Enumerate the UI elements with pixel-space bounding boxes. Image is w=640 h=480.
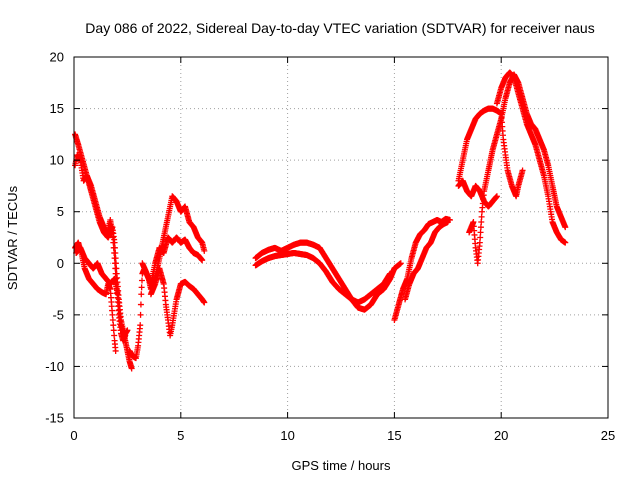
series-track-7: [147, 265, 208, 339]
y-axis-label: SDTVAR / TECUs: [5, 185, 20, 290]
chart-title: Day 086 of 2022, Sidereal Day-to-day VTE…: [85, 20, 594, 36]
data-point-marker: [562, 224, 569, 231]
x-tick-label: 0: [70, 428, 77, 443]
data-point-marker: [112, 347, 119, 354]
x-tick-label: 20: [494, 428, 508, 443]
x-tick-label: 15: [387, 428, 401, 443]
series-track-11: [402, 219, 451, 303]
data-point-marker: [201, 299, 208, 306]
data-point-marker: [112, 265, 119, 272]
data-point-marker: [109, 234, 116, 241]
data-point-marker: [444, 219, 451, 226]
data-point-marker: [199, 257, 206, 264]
data-point-marker: [109, 317, 116, 324]
data-point-marker: [128, 365, 135, 372]
plot-frame: [73, 56, 609, 419]
series-track-13: [455, 177, 500, 210]
data-point-marker: [138, 291, 145, 298]
y-tick-label: -15: [45, 411, 64, 426]
data-point-marker: [493, 193, 500, 200]
axis-ticks: 0 5 10 15 20 25 -15 -10 -5 0 5 10 15 20: [45, 50, 615, 444]
series-track-5: [126, 193, 208, 362]
series-track-9: [252, 249, 394, 306]
data-point-marker: [109, 229, 116, 236]
data-point-marker: [519, 167, 526, 174]
data-point-marker: [110, 244, 117, 251]
data-point-marker: [387, 270, 394, 277]
data-point-marker: [111, 260, 118, 267]
data-point-marker: [137, 301, 144, 308]
data-point-marker: [477, 229, 484, 236]
series-track-14: [466, 71, 569, 267]
data-point-marker: [109, 311, 116, 318]
data-point-marker: [137, 322, 144, 329]
data-point-marker: [111, 249, 118, 256]
data-point-marker: [478, 219, 485, 226]
data-point-marker: [137, 311, 144, 318]
x-tick-label: 25: [601, 428, 615, 443]
y-tick-label: 5: [57, 204, 64, 219]
data-point-marker: [110, 239, 117, 246]
data-point-marker: [111, 332, 118, 339]
data-point-marker: [110, 327, 117, 334]
series-track-3: [72, 239, 119, 354]
data-point-marker: [111, 255, 118, 262]
data-point-marker: [201, 247, 208, 254]
y-tick-label: 20: [50, 50, 64, 65]
data-point-marker: [112, 270, 119, 277]
data-point-marker: [138, 284, 145, 291]
data-point-marker: [476, 239, 483, 246]
y-tick-label: -10: [45, 359, 64, 374]
data-point-marker: [138, 277, 145, 284]
data-point-marker: [477, 234, 484, 241]
y-tick-label: 10: [50, 153, 64, 168]
data-point-marker: [562, 239, 569, 246]
series-track-10: [391, 215, 453, 324]
data-point-marker: [397, 260, 404, 267]
x-tick-label: 5: [177, 428, 184, 443]
series-track-12: [455, 105, 526, 200]
y-tick-label: 15: [50, 101, 64, 116]
data-point-marker: [478, 213, 485, 220]
data-points: [72, 69, 569, 372]
y-tick-label: 0: [57, 256, 64, 271]
series-track-15: [493, 69, 569, 246]
series-track-6: [139, 234, 206, 287]
data-point-marker: [124, 327, 131, 334]
x-axis-label: GPS time / hours: [292, 458, 391, 473]
y-tick-label: -5: [52, 307, 64, 322]
data-point-marker: [110, 322, 117, 329]
x-tick-label: 10: [280, 428, 294, 443]
data-point-marker: [477, 224, 484, 231]
